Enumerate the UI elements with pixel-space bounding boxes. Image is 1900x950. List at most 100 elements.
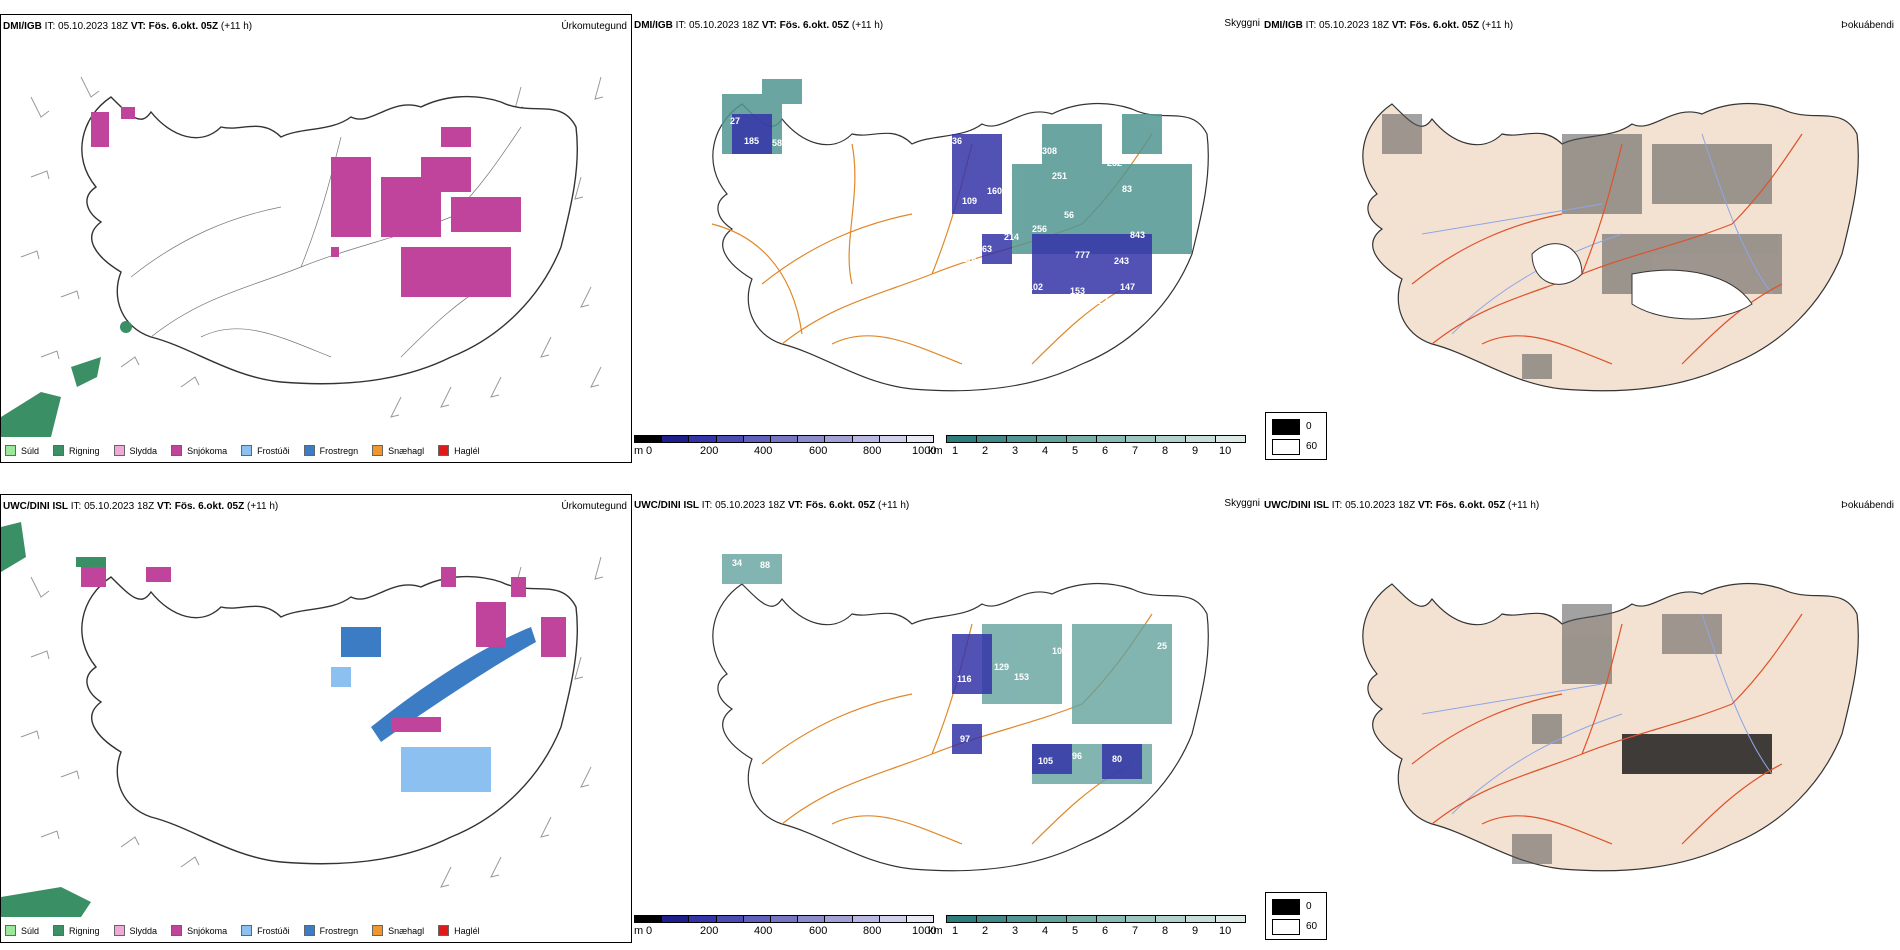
lead-time: (+11 h) (220, 21, 253, 32)
low-cloud-areas (952, 634, 1142, 779)
tick: 1000 (912, 445, 937, 457)
valid-time: Fös. 6.okt. 05Z (1435, 500, 1506, 511)
cloud-label: 70 (1160, 266, 1170, 276)
cloud-label: 341 (1192, 638, 1207, 648)
tick: 1 (952, 925, 959, 937)
iceland-outline (1362, 582, 1859, 872)
model-name: DMI/IGB (634, 20, 673, 31)
cloud-label: 214 (1004, 232, 1019, 242)
cloud-label: 36 (952, 136, 962, 146)
cloud-visibility-map: 27 185 58 36 109 160 308 251 252 83 56 2… (711, 79, 1209, 392)
cloud-label: 308 (1042, 146, 1057, 156)
cloud-label: 102 (1028, 282, 1043, 292)
cloud-label: 10 (1052, 646, 1062, 656)
tick: 10 (1219, 925, 1232, 937)
cloudbase-colorbar: m 0 200 400 600 800 1000 (634, 435, 940, 463)
fog-label-0: 0 (1306, 901, 1312, 912)
snow-areas (81, 567, 566, 732)
cloud-label: 27 (1172, 616, 1182, 626)
panel-header: UWC/DINI ISL IT: 05.10.2023 18Z VT: Fös.… (3, 501, 278, 513)
valid-label: VT: (761, 20, 777, 31)
model-name: UWC/DINI ISL (634, 500, 699, 511)
fog-label-60: 60 (1306, 441, 1318, 452)
legend-item-freezing-drizzle: Frostúði (241, 925, 290, 936)
init-time: 05.10.2023 18Z (84, 501, 155, 512)
cloud-label: 251 (1052, 171, 1067, 181)
cloudbase-unit: m (634, 925, 644, 937)
precip-legend: Súld Rigning Slydda Snjókoma Frostúði Fr… (5, 925, 480, 936)
legend-item-snow: Snjókoma (171, 445, 227, 456)
cloud-label: 56 (1064, 210, 1074, 220)
cloud-label: 96 (1072, 751, 1082, 761)
model-name: UWC/DINI ISL (1264, 500, 1329, 511)
cloud-label: 27 (730, 116, 740, 126)
tick: 9 (1192, 925, 1199, 937)
tick: 400 (754, 445, 773, 457)
cloud-label: 116 (962, 254, 977, 264)
fog-legend-1: 0 60 (1265, 412, 1327, 460)
cloud-label: 243 (1114, 256, 1129, 266)
rivers (1421, 133, 1773, 335)
tick: 4 (1042, 445, 1049, 457)
valid-time: Fös. 6.okt. 05Z (148, 21, 219, 32)
legend-item-rain: Rigning (53, 925, 100, 936)
legend-item-drizzle: Súld (5, 445, 39, 456)
valid-label: VT: (1417, 500, 1433, 511)
valid-label: VT: (156, 501, 172, 512)
init-time: 05.10.2023 18Z (58, 21, 129, 32)
cloudbase-colorbar: m 0 200 400 600 800 1000 (634, 915, 940, 943)
freezing-drizzle-areas (331, 667, 491, 792)
cloud-label: 147 (1120, 282, 1135, 292)
precip-type-map (1, 76, 604, 437)
init-label: IT: (70, 501, 82, 512)
low-cloud-areas (732, 114, 1152, 294)
fog-swatch-0 (1272, 899, 1300, 915)
legend-item-hail: Haglél (438, 925, 480, 936)
init-label: IT: (1305, 20, 1317, 31)
model-name: DMI/IGB (1264, 20, 1303, 31)
init-time: 05.10.2023 18Z (715, 500, 786, 511)
fog-title: Þokuábendi (1841, 500, 1894, 511)
cloud-label: 83 (1122, 184, 1132, 194)
tick: 800 (863, 925, 882, 937)
valid-time: Fös. 6.okt. 05Z (174, 501, 245, 512)
fog-label-60: 60 (1306, 921, 1318, 932)
tick: 7 (1132, 925, 1139, 937)
glacier-white (1531, 243, 1583, 285)
legend-item-freezing-rain: Frostregn (303, 925, 358, 936)
cloud-label: 185 (744, 136, 759, 146)
tick: 9 (1192, 445, 1199, 457)
tick: 8 (1162, 445, 1169, 457)
tick: 4 (1042, 925, 1049, 937)
cloud-label: 777 (1075, 250, 1090, 260)
tick: 0 (646, 445, 653, 457)
panel-header: DMI/IGB IT: 05.10.2023 18Z VT: Fös. 6.ok… (3, 21, 252, 33)
valid-label: VT: (1391, 20, 1407, 31)
glacier-white (1631, 269, 1753, 320)
panel-header: UWC/DINI ISL IT: 05.10.2023 18Z VT: Fös.… (634, 500, 909, 512)
valid-label: VT: (130, 21, 146, 32)
cloud-label: 97 (960, 734, 970, 744)
cloud-base-labels: 27 185 58 36 109 160 308 251 252 83 56 2… (730, 116, 1170, 306)
cloud-label: 256 (1032, 224, 1047, 234)
fog-legend-2: 0 60 (1265, 892, 1327, 940)
init-time: 05.10.2023 18Z (1319, 20, 1390, 31)
rivers (1421, 613, 1773, 815)
fog-title: Þokuábendi (1841, 20, 1894, 31)
tick: 10 (1219, 445, 1232, 457)
tick: 200 (700, 925, 719, 937)
cloud-label: 153 (1014, 672, 1029, 682)
legend-item-snow: Snjókoma (171, 925, 227, 936)
cloud-panel-2: UWC/DINI ISL IT: 05.10.2023 18Z VT: Fös.… (632, 494, 1262, 943)
panel-header: UWC/DINI ISL IT: 05.10.2023 18Z VT: Fös.… (1264, 500, 1539, 512)
freezing-rain-areas (341, 627, 536, 742)
fog-indicator-map (1362, 582, 1859, 872)
cloud-label: 252 (1107, 158, 1122, 168)
fog-label-0: 0 (1306, 421, 1312, 432)
init-label: IT: (44, 21, 56, 32)
snow-areas (91, 107, 521, 297)
cloud-label: 80 (1112, 754, 1122, 764)
fog-panel-2: UWC/DINI ISL IT: 05.10.2023 18Z VT: Fös.… (1262, 494, 1898, 943)
model-name: DMI/IGB (3, 21, 42, 32)
init-label: IT: (675, 20, 687, 31)
